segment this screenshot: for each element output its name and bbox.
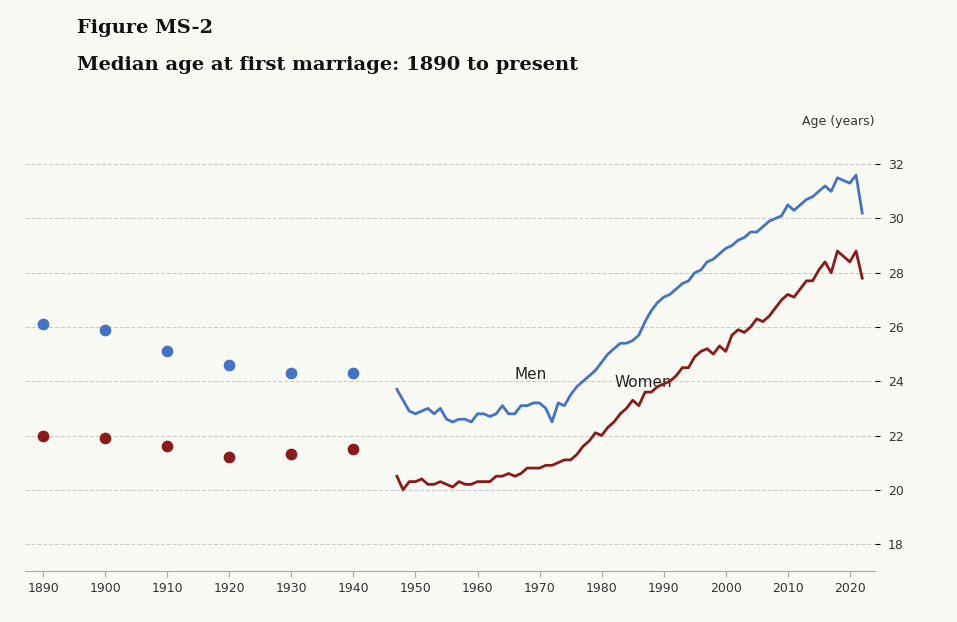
Point	[35, 319, 51, 329]
Point	[283, 368, 299, 378]
Text: Age (years): Age (years)	[802, 116, 875, 128]
Point	[98, 325, 113, 335]
Point	[160, 346, 175, 356]
Point	[222, 360, 237, 370]
Point	[98, 434, 113, 443]
Point	[35, 430, 51, 440]
Point	[160, 442, 175, 452]
Point	[345, 368, 361, 378]
Text: Women: Women	[614, 374, 672, 389]
Point	[222, 452, 237, 462]
Point	[345, 444, 361, 454]
Text: Men: Men	[515, 366, 547, 381]
Text: Median age at first marriage: 1890 to present: Median age at first marriage: 1890 to pr…	[77, 56, 578, 74]
Point	[283, 450, 299, 460]
Text: Figure MS-2: Figure MS-2	[77, 19, 212, 37]
